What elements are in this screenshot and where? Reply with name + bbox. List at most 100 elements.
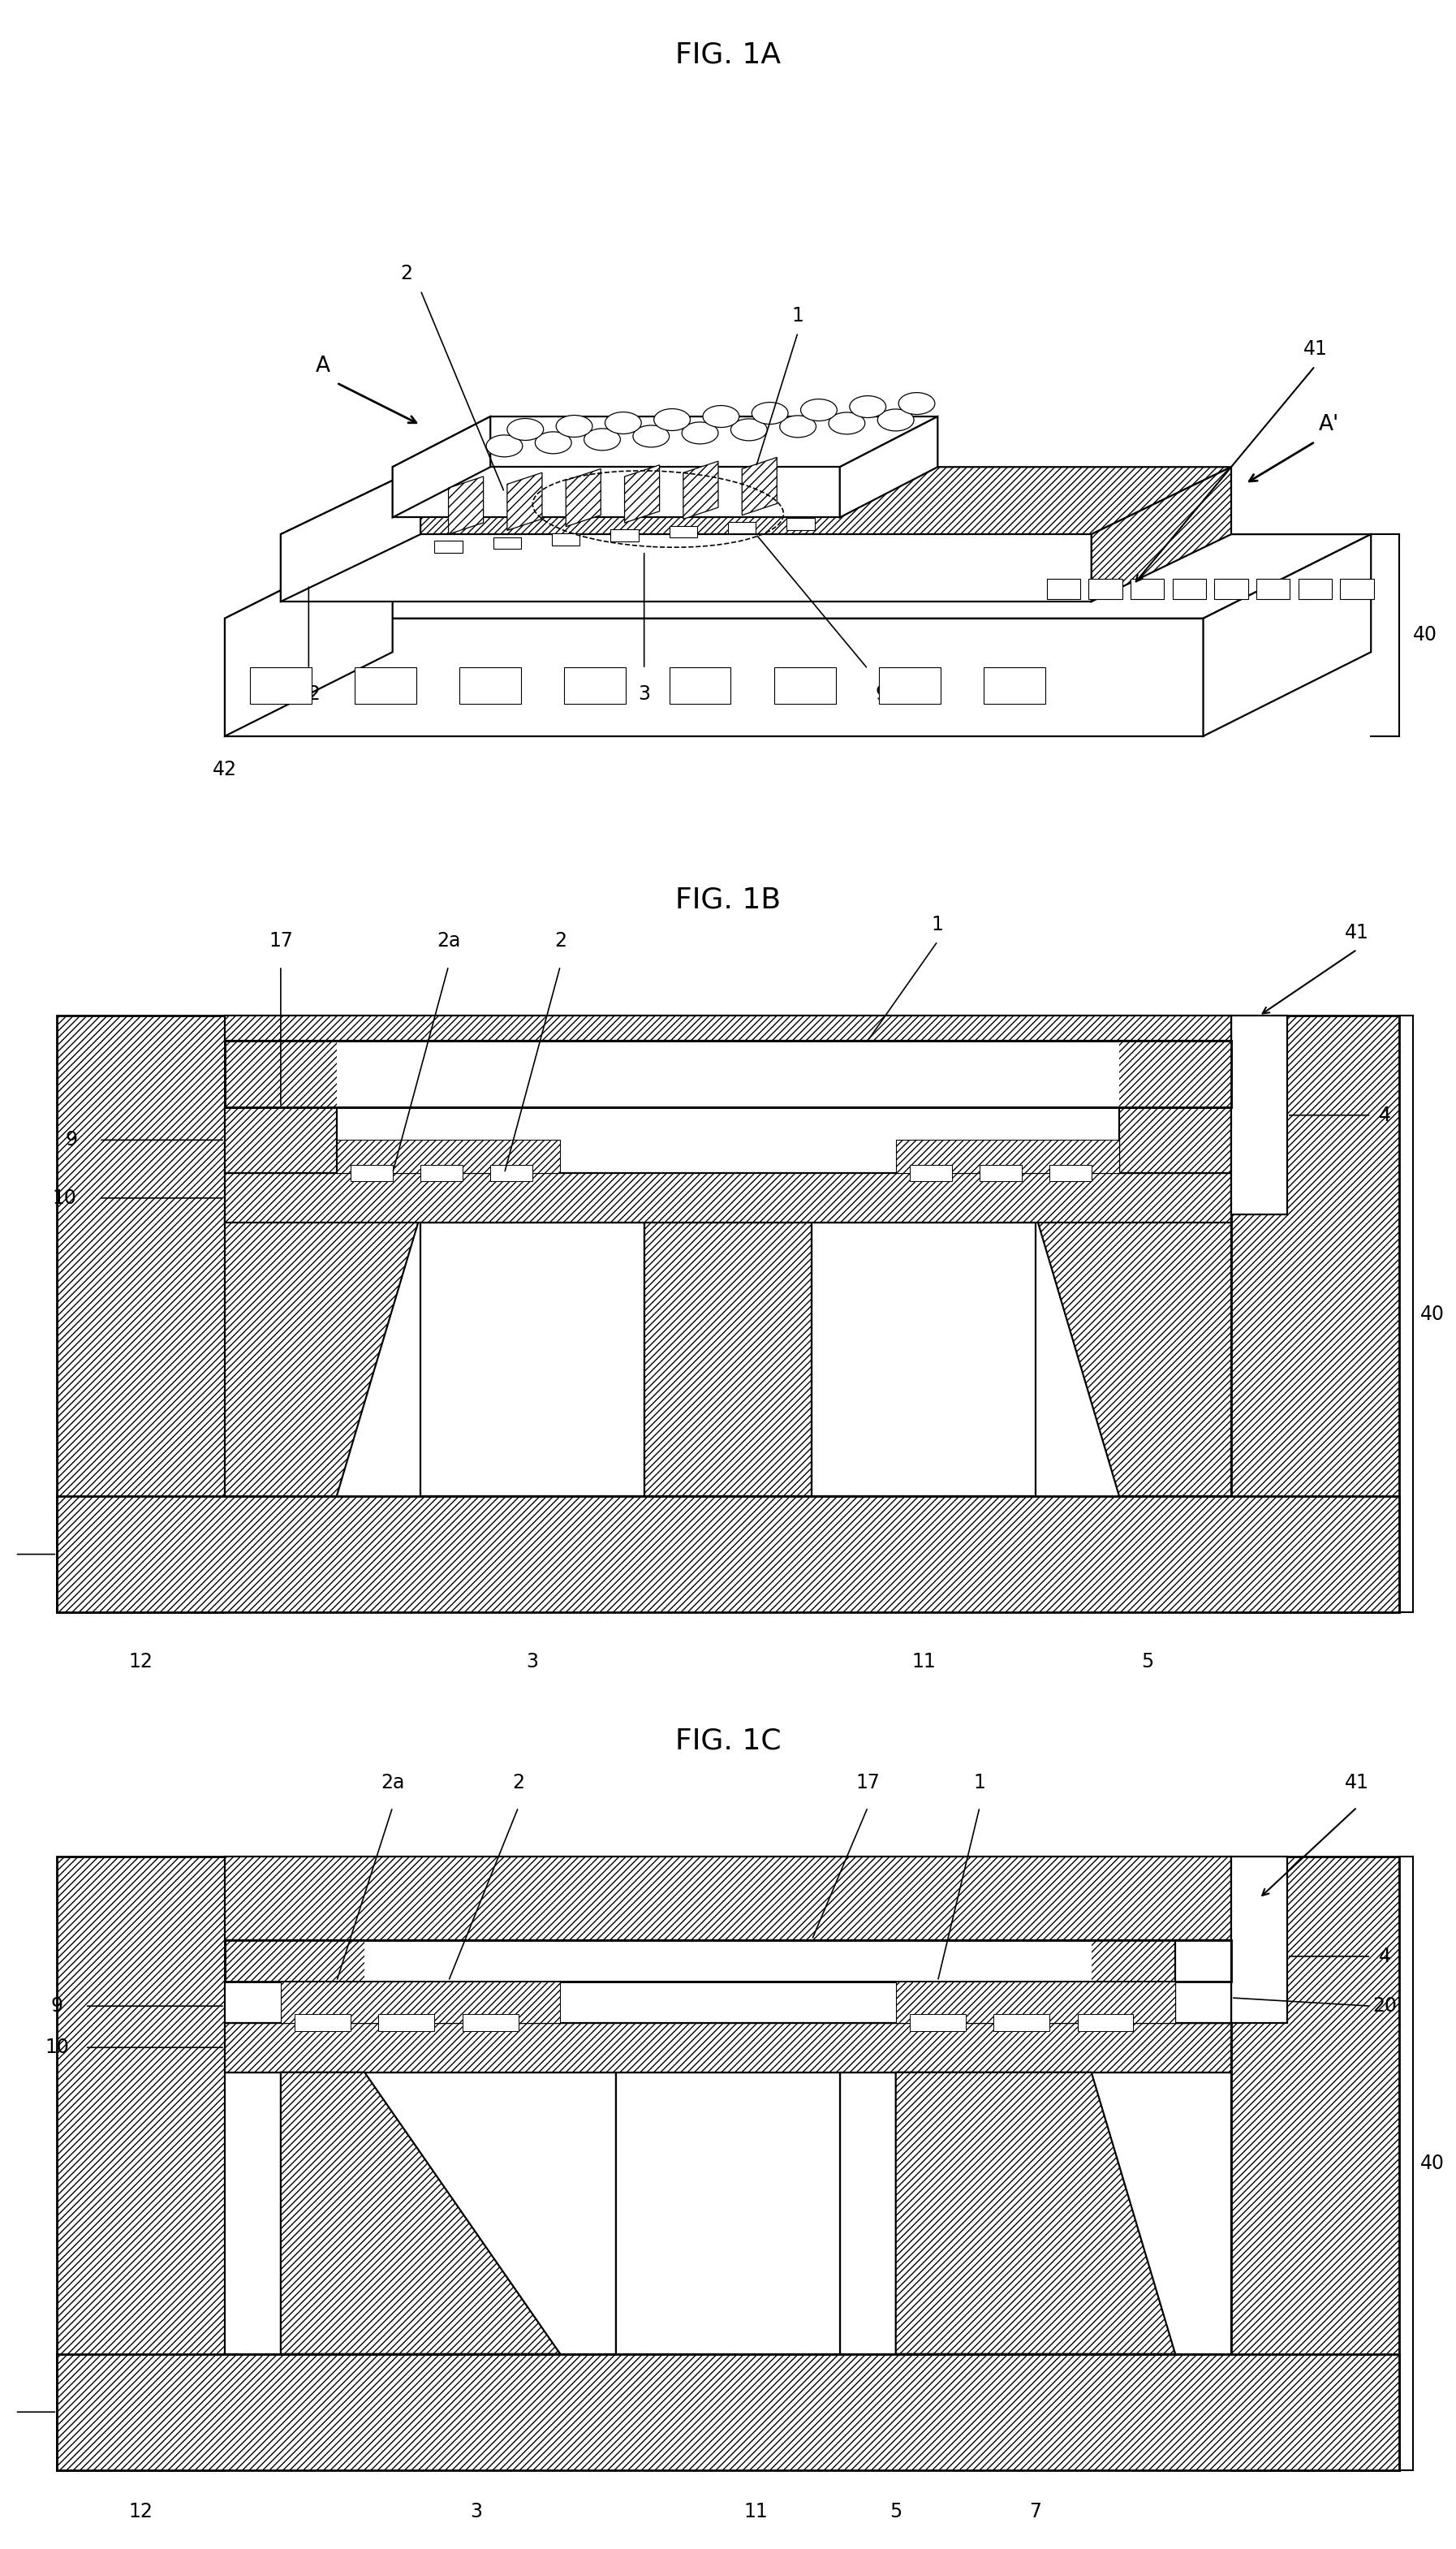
- Bar: [281, 1981, 561, 2024]
- Bar: [224, 1015, 1232, 1040]
- Bar: [57, 1856, 224, 2470]
- Text: 5: 5: [1142, 1652, 1153, 1672]
- Text: A: A: [316, 354, 331, 377]
- Text: 4: 4: [1379, 1106, 1390, 1124]
- Text: 41: 41: [1345, 1772, 1369, 1792]
- Bar: [1214, 579, 1248, 599]
- Bar: [294, 2014, 351, 2032]
- Polygon shape: [224, 2072, 616, 2355]
- Bar: [980, 1165, 1022, 1183]
- Circle shape: [850, 395, 885, 418]
- Bar: [1257, 579, 1290, 599]
- Text: 3: 3: [638, 683, 651, 704]
- Polygon shape: [895, 2072, 1175, 2355]
- Circle shape: [751, 403, 788, 423]
- Bar: [1092, 1940, 1232, 1981]
- Text: 11: 11: [911, 1652, 936, 1672]
- Bar: [355, 668, 416, 704]
- Text: 17: 17: [856, 1772, 879, 1792]
- Bar: [993, 2014, 1050, 2032]
- Bar: [421, 1224, 644, 1496]
- Bar: [57, 1015, 224, 1614]
- Text: 2a: 2a: [437, 930, 460, 951]
- Polygon shape: [393, 466, 840, 517]
- Bar: [224, 1940, 1232, 1981]
- Text: FIG. 1C: FIG. 1C: [676, 1728, 780, 1754]
- Bar: [616, 2072, 840, 2355]
- Bar: [1047, 579, 1080, 599]
- Text: FIG. 1B: FIG. 1B: [676, 887, 780, 913]
- Polygon shape: [224, 535, 1372, 619]
- Circle shape: [898, 393, 935, 415]
- Circle shape: [507, 418, 543, 441]
- Polygon shape: [683, 461, 718, 520]
- Polygon shape: [224, 1216, 421, 1496]
- Bar: [552, 533, 579, 545]
- Text: 41: 41: [1345, 923, 1369, 943]
- Text: 12: 12: [128, 2501, 153, 2521]
- Bar: [670, 525, 697, 538]
- Polygon shape: [507, 472, 542, 530]
- Bar: [775, 668, 836, 704]
- Bar: [224, 1040, 1232, 1106]
- Text: 20: 20: [1373, 1996, 1398, 2016]
- Bar: [224, 1981, 1232, 2024]
- Text: 41: 41: [1303, 339, 1328, 359]
- Bar: [224, 1856, 1232, 1940]
- Circle shape: [780, 415, 815, 438]
- Polygon shape: [743, 456, 778, 515]
- Bar: [1120, 1040, 1232, 1106]
- Bar: [434, 540, 463, 553]
- Bar: [1232, 1015, 1287, 1216]
- Bar: [224, 1173, 1232, 1224]
- Text: 4: 4: [1379, 1947, 1390, 1965]
- Bar: [351, 1165, 393, 1183]
- Bar: [224, 1940, 1232, 1981]
- Circle shape: [731, 418, 767, 441]
- Bar: [786, 517, 815, 530]
- Bar: [224, 1040, 336, 1106]
- Text: 2: 2: [555, 930, 566, 951]
- Bar: [565, 668, 626, 704]
- Bar: [1050, 1165, 1092, 1183]
- Bar: [879, 668, 941, 704]
- Bar: [910, 2014, 965, 2032]
- Circle shape: [703, 405, 740, 428]
- Bar: [610, 530, 639, 540]
- Polygon shape: [840, 415, 938, 517]
- Bar: [224, 1106, 336, 1173]
- Bar: [494, 538, 521, 548]
- Circle shape: [606, 413, 641, 433]
- Text: A': A': [1319, 415, 1340, 436]
- Bar: [1120, 1106, 1232, 1173]
- Bar: [1232, 1015, 1399, 1614]
- Polygon shape: [393, 415, 491, 517]
- Text: 2: 2: [400, 263, 412, 283]
- Polygon shape: [625, 464, 660, 523]
- Circle shape: [654, 408, 690, 431]
- Text: 40: 40: [1420, 1305, 1444, 1323]
- Bar: [728, 523, 756, 533]
- Text: FIG. 1A: FIG. 1A: [676, 41, 780, 69]
- Text: 11: 11: [744, 2501, 767, 2521]
- Bar: [1232, 1856, 1287, 2024]
- Bar: [57, 1496, 1399, 1614]
- Text: 9: 9: [875, 683, 888, 704]
- Text: 10: 10: [52, 1188, 76, 1208]
- Text: 1: 1: [792, 306, 804, 326]
- Text: 1: 1: [932, 915, 943, 935]
- Bar: [670, 668, 731, 704]
- Text: 12: 12: [297, 683, 320, 704]
- Text: 5: 5: [890, 2501, 901, 2521]
- Circle shape: [633, 426, 670, 446]
- Text: 9: 9: [66, 1129, 77, 1150]
- Circle shape: [681, 423, 718, 444]
- Circle shape: [536, 431, 571, 454]
- Bar: [1077, 2014, 1133, 2032]
- Bar: [336, 1139, 561, 1173]
- Circle shape: [486, 436, 523, 456]
- Bar: [1172, 579, 1206, 599]
- Bar: [224, 1940, 364, 1981]
- Bar: [491, 1165, 533, 1183]
- Text: 3: 3: [526, 1652, 539, 1672]
